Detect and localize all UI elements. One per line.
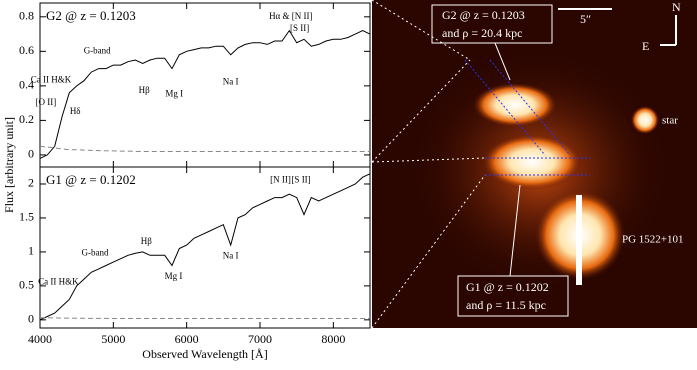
arrow [509,184,521,277]
y-tick-label: 0 [28,147,34,161]
star-blob [631,106,659,134]
scale-label: 5″ [580,12,591,26]
y-tick-label: 1.5 [19,210,34,224]
line-annotation: Ca II H&K [31,75,72,85]
panel-label: G2 @ z = 0.1203 [46,8,136,23]
plot-frame [39,166,371,329]
x-tick-label: 4000 [28,332,52,346]
line-annotation: Mg I [165,89,183,99]
line-annotation: [O II] [35,97,56,107]
spectrum-line [39,173,371,321]
line-annotation: Na I [223,76,239,86]
y-tick-label: 0 [28,312,34,326]
y-tick-label: 0.4 [19,78,34,92]
spectrum-line [40,317,370,319]
y-tick-label: 1 [28,244,34,258]
g2-box [431,4,553,44]
line-annotation: [S II] [290,23,309,33]
qso-spike [576,195,582,285]
line-annotation: G-band [82,247,109,257]
line-annotation: [S II] [291,175,310,185]
line-annotation: Hδ [70,106,81,116]
line-annotation: Hβ [139,85,150,95]
north: N [672,0,681,14]
y-tick-label: 0.5 [19,278,34,292]
x-tick-label: 5000 [101,332,125,346]
x-tick-label: 7000 [248,332,272,346]
line-annotation: [N II] [270,175,291,185]
east: E [642,39,649,53]
panel-label: G1 @ z = 0.1202 [46,172,136,187]
line-annotation: Mg I [165,271,183,281]
y-axis-label: Flux [arbitrary unit] [2,117,16,213]
x-axis-label: Observed Wavelength [Å] [142,347,267,361]
line-annotation: Hα & [N II] [269,11,312,21]
star-label: star [662,115,678,127]
spectrum-line [39,29,371,159]
galaxy-g1 [482,134,582,190]
line-annotation: Na I [223,251,239,261]
plot-frame [39,2,371,168]
arrow [494,42,511,81]
g1-box [457,275,569,317]
image-panel: G2 @ z = 0.1203 and ρ = 20.4 kpc 5″ N E … [371,0,697,329]
g1-label: G1 @ z = 0.1202 [466,280,549,294]
slit [464,59,590,176]
y-tick-label: 2 [28,176,34,190]
line-annotation: G-band [84,45,111,55]
line-annotation: Hβ [141,236,152,246]
x-tick-label: 6000 [175,332,199,346]
zoom-lines [371,0,486,329]
g2-label: and ρ = 20.4 kpc [442,26,522,40]
x-tick-label: 8000 [321,332,345,346]
y-tick-label: 0.2 [19,112,34,126]
y-tick-label: 0.8 [19,9,34,23]
galaxy-g2 [473,83,557,127]
y-tick-label: 0.6 [19,43,34,57]
spectrum-line [39,145,370,152]
g1-label: and ρ = 11.5 kpc [466,298,546,312]
g2-label: G2 @ z = 0.1203 [442,8,525,22]
line-annotation: Ca II H&K [38,277,79,287]
qso-label: PG 1522+101 [622,234,684,246]
